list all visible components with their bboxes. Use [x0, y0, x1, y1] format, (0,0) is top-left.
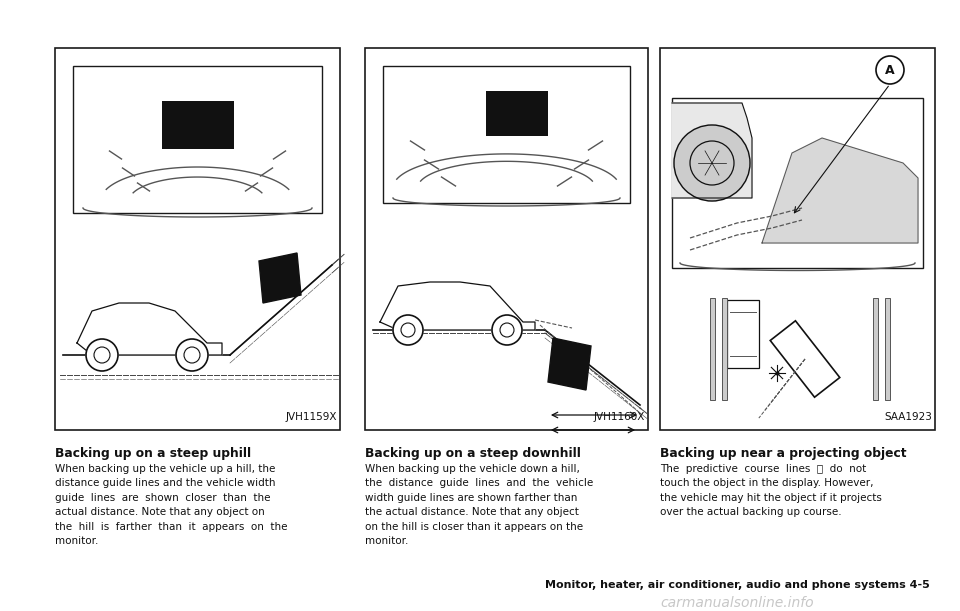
- Polygon shape: [762, 138, 918, 243]
- Bar: [672, 98, 923, 268]
- Bar: [73, 66, 322, 213]
- Circle shape: [492, 315, 522, 345]
- Polygon shape: [548, 338, 591, 390]
- Bar: [770, 321, 840, 397]
- Text: JVH1160X: JVH1160X: [593, 412, 645, 422]
- Text: Backing up near a projecting object: Backing up near a projecting object: [660, 447, 906, 460]
- Text: Backing up on a steep downhill: Backing up on a steep downhill: [365, 447, 581, 460]
- Circle shape: [674, 125, 750, 201]
- Bar: [55, 48, 340, 430]
- Text: SAA1923: SAA1923: [884, 412, 932, 422]
- Polygon shape: [672, 103, 752, 198]
- Bar: [660, 48, 935, 430]
- Bar: [383, 66, 630, 203]
- Bar: [873, 298, 878, 400]
- Bar: [727, 300, 759, 368]
- Bar: [722, 298, 727, 400]
- Text: When backing up the vehicle down a hill,
the  distance  guide  lines  and  the  : When backing up the vehicle down a hill,…: [365, 464, 593, 546]
- Text: Monitor, heater, air conditioner, audio and phone systems 4-5: Monitor, heater, air conditioner, audio …: [545, 580, 930, 590]
- Polygon shape: [77, 303, 222, 355]
- Circle shape: [393, 315, 423, 345]
- Bar: [710, 298, 715, 400]
- Text: carmanualsonline.info: carmanualsonline.info: [660, 596, 814, 610]
- Text: The  predictive  course  lines  Ⓐ  do  not
touch the object in the display. Howe: The predictive course lines Ⓐ do not tou…: [660, 464, 882, 517]
- Bar: [365, 48, 648, 430]
- Bar: [486, 91, 547, 136]
- Circle shape: [176, 339, 208, 371]
- Text: Backing up on a steep uphill: Backing up on a steep uphill: [55, 447, 252, 460]
- Polygon shape: [259, 253, 301, 303]
- Text: A: A: [885, 64, 895, 76]
- Circle shape: [86, 339, 118, 371]
- Text: When backing up the vehicle up a hill, the
distance guide lines and the vehicle : When backing up the vehicle up a hill, t…: [55, 464, 287, 546]
- Bar: [161, 101, 233, 149]
- Polygon shape: [380, 282, 535, 330]
- Text: JVH1159X: JVH1159X: [285, 412, 337, 422]
- Bar: [885, 298, 890, 400]
